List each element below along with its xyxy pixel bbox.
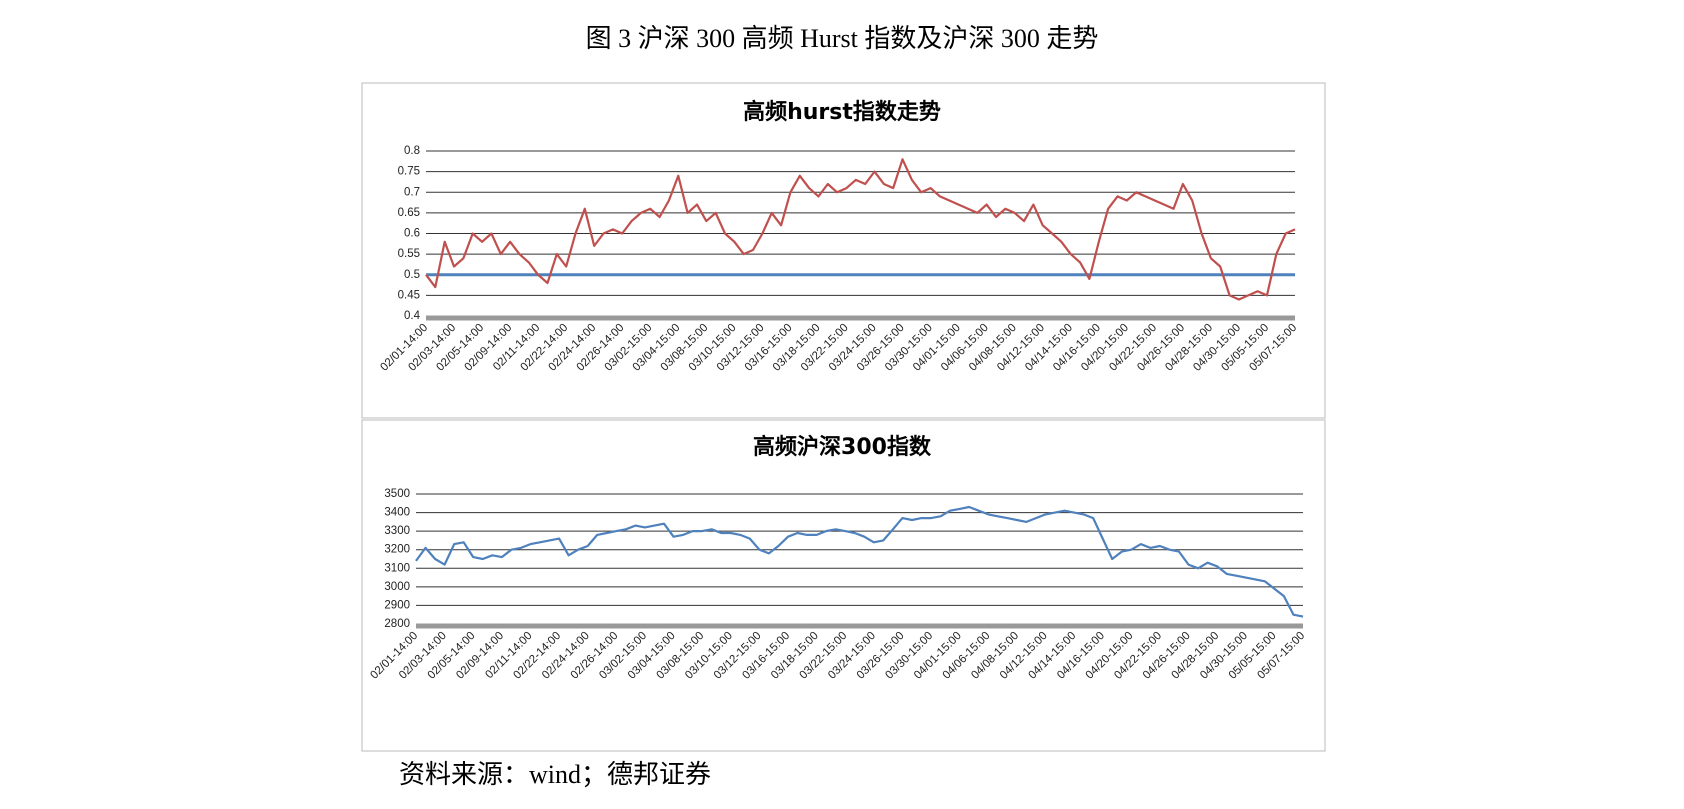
y-tick-label: 0.6 (404, 228, 420, 240)
chart-title: 高频沪深300指数 (753, 434, 932, 460)
y-tick-label: 3000 (384, 581, 410, 593)
y-tick-label: 0.45 (398, 289, 420, 301)
chart-frame (361, 419, 1326, 752)
y-tick-label: 0.55 (398, 248, 420, 260)
data-line (415, 505, 1304, 618)
y-tick-label: 0.4 (404, 310, 421, 322)
y-tick-label: 3500 (384, 488, 410, 500)
y-tick-label: 0.75 (398, 166, 420, 178)
y-tick-label: 0.5 (404, 269, 420, 281)
y-tick-label: 3100 (384, 562, 410, 574)
y-tick-label: 2800 (384, 618, 410, 630)
chart-title: 高频hurst指数走势 (743, 99, 941, 125)
y-tick-label: 3400 (384, 507, 410, 519)
y-tick-label: 0.8 (404, 145, 420, 157)
y-tick-label: 2900 (384, 599, 410, 611)
data-line (425, 158, 1296, 301)
y-tick-label: 0.7 (404, 186, 420, 198)
chart-frame (361, 82, 1326, 419)
source-note: 资料来源：wind；德邦证券 (399, 760, 711, 789)
y-tick-label: 0.65 (398, 207, 420, 219)
y-tick-label: 3200 (384, 544, 410, 556)
figure-title: 图 3 沪深 300 高频 Hurst 指数及沪深 300 走势 (586, 24, 1099, 53)
y-tick-label: 3300 (384, 525, 410, 537)
